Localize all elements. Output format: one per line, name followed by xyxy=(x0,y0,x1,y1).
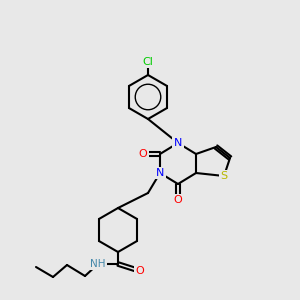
Text: O: O xyxy=(139,149,147,159)
Text: S: S xyxy=(220,171,228,181)
Text: O: O xyxy=(136,266,144,276)
Text: Cl: Cl xyxy=(142,57,153,67)
Text: NH: NH xyxy=(90,259,106,269)
Text: N: N xyxy=(156,168,164,178)
Text: N: N xyxy=(174,138,182,148)
Text: O: O xyxy=(174,195,182,205)
